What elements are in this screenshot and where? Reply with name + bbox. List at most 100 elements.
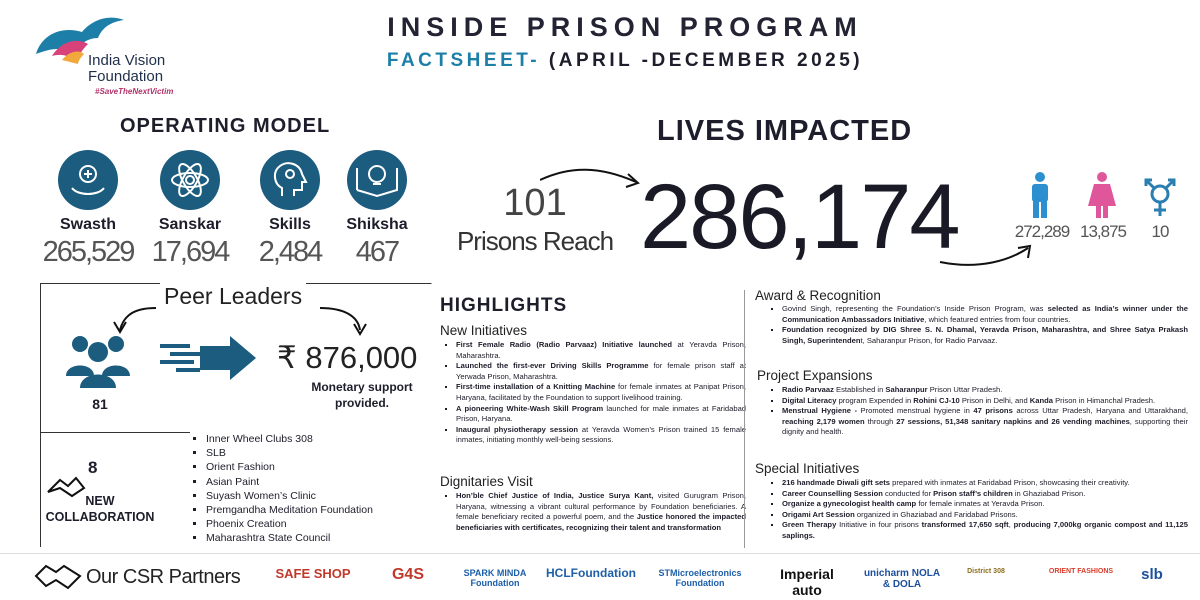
amount: ₹ 876,000 xyxy=(277,340,417,376)
partner-logo: slb xyxy=(1141,566,1163,583)
prisons-label: Prisons Reach xyxy=(456,226,614,256)
partner-logo: District 308 xyxy=(967,568,1005,575)
operating-value: 265,529 xyxy=(42,236,136,268)
section-heading: LIVES IMPACTED xyxy=(657,115,913,147)
bullet: Foundation recognized by DIG Shree S. N.… xyxy=(782,325,1188,346)
bullet-text: Radio Parvaaz xyxy=(782,385,834,394)
lives-total: 286,174 xyxy=(640,166,961,268)
bullet-text: Prison in Delhi, and xyxy=(959,395,1030,405)
subtitle-rest: (APRIL -DECEMBER 2025) xyxy=(548,50,864,71)
org-tagline: #SaveTheNextVictim xyxy=(95,87,174,96)
operating-value: 467 xyxy=(355,236,400,268)
bullet-text: selected as India’s winner under the Com… xyxy=(782,304,1188,324)
list-item: Orient Fashion xyxy=(206,460,373,474)
bullet-text: Rohini CJ-10 xyxy=(913,395,960,405)
partner-logo: STMicroelectronics Foundation xyxy=(658,568,742,588)
bullet-text: 47 prisons xyxy=(973,406,1013,416)
bullet-text: conducted for xyxy=(882,488,934,498)
handshake-icon xyxy=(34,564,82,590)
section-heading: OPERATING MODEL xyxy=(120,115,331,137)
bullet: Digital Literacy program Expended in Roh… xyxy=(782,396,1188,407)
footer-heading: Our CSR Partners xyxy=(86,566,241,588)
subtitle: FACTSHEET- (APRIL -DECEMBER 2025) xyxy=(300,50,950,72)
subsection-heading: Award & Recognition xyxy=(755,288,881,303)
bullet: Organize a gynecologist health camp for … xyxy=(782,499,1188,510)
operating-label: Swasth xyxy=(59,216,116,233)
bullet-text: , supporting their dignity and health. xyxy=(782,416,1188,437)
bullet-text: reaching 2,179 women xyxy=(782,416,865,426)
partner-logo: G4S xyxy=(391,566,424,583)
subtitle-lead: FACTSHEET- xyxy=(386,50,541,71)
subsection-heading: New Initiatives xyxy=(440,323,528,338)
bullet-text: Justice honored the impacted beneficiari… xyxy=(456,512,746,532)
operating-item: Sanskar 17,694 xyxy=(140,216,240,269)
footer-rule xyxy=(0,553,1200,554)
bullet-text: Hon’ble Chief Justice of India, Justice … xyxy=(456,491,654,500)
partner-logo: SAFE SHOP xyxy=(275,566,351,581)
operating-item: Shiksha 467 xyxy=(327,216,427,269)
bullet-text: t, Saharanpur Prison, for Radio Parvaaz. xyxy=(860,335,998,345)
bullet-list: Radio Parvaaz Established in Saharanpur … xyxy=(768,385,1188,438)
bullet-text: Initiative in four prisons xyxy=(836,520,922,530)
section-heading: HIGHLIGHTS xyxy=(440,295,568,316)
bullet-text: Promoted menstrual hygiene in xyxy=(856,406,974,416)
bullet-text: First Female Radio (Radio Parvaaz) Initi… xyxy=(456,340,672,349)
bullet-text: First-time installation of a Knitting Ma… xyxy=(456,382,616,392)
bullet: First Female Radio (Radio Parvaaz) Initi… xyxy=(456,340,746,361)
bullet-text: Career Counselling Session xyxy=(782,488,883,498)
subsection-heading: Project Expansions xyxy=(757,368,873,383)
bullet-text: Launched the first-ever Driving Skills P… xyxy=(456,361,649,371)
partner-logo: SPARK MINDA Foundation xyxy=(463,568,527,588)
bullet-text: Menstrual Hygiene - xyxy=(782,406,857,416)
bullet-list: 216 handmade Diwali gift sets prepared w… xyxy=(768,478,1188,542)
bullet: 216 handmade Diwali gift sets prepared w… xyxy=(782,478,1188,489)
bullet-text: transformed 17,650 sqft xyxy=(921,520,1009,530)
collab-label: NEW COLLABORATION xyxy=(30,493,170,525)
operating-item: Skills 2,484 xyxy=(240,216,340,269)
transgender-count: 10 xyxy=(1151,222,1170,241)
bullet-text: , which featured entries from four count… xyxy=(924,314,1071,324)
bullet: Radio Parvaaz Established in Saharanpur … xyxy=(782,385,1188,396)
operating-label: Shiksha xyxy=(346,216,408,233)
bullet-text: Established in xyxy=(833,385,886,394)
list-item: Inner Wheel Clubs 308 xyxy=(206,432,373,446)
bullet-text: Inaugural physiotherapy session xyxy=(456,424,579,434)
bullet: Govind Singh, representing the Foundatio… xyxy=(782,304,1188,325)
bullet-text: Prison in Himanchal Pradesh. xyxy=(1053,395,1156,405)
bullet-text: A pioneering White-Wash Skill Program xyxy=(456,403,604,413)
list-item: Suyash Women’s Clinic xyxy=(206,489,373,503)
bullet-text: visited Gurugram Prison, Haryana, witnes… xyxy=(456,491,747,522)
collab-count: 8 xyxy=(88,458,98,477)
divider xyxy=(744,290,745,548)
peer-count: 81 xyxy=(92,396,108,412)
bullet-text: Govind Singh, representing the Foundatio… xyxy=(782,304,1048,313)
bullet-list: First Female Radio (Radio Parvaaz) Initi… xyxy=(442,340,746,446)
arrows xyxy=(540,168,1032,266)
gender-icons xyxy=(1032,172,1176,218)
bullet: Origami Art Session organized in Ghaziab… xyxy=(782,510,1188,521)
prisons-value: 101 xyxy=(503,182,567,224)
bullet: Hon’ble Chief Justice of India, Justice … xyxy=(456,491,746,533)
operating-icons xyxy=(58,150,407,210)
partner-logo: ORIENT FASHIONS xyxy=(1048,568,1114,575)
bullet-text: Foundation recognized by DIG Shree S. N.… xyxy=(782,325,1188,345)
bullet: Inaugural physiotherapy session at Yerav… xyxy=(456,425,746,446)
partner-logo: Imperial auto xyxy=(780,566,834,598)
bullet-text: Kanda xyxy=(1029,395,1053,405)
list-item: Premgandha Meditation Foundation xyxy=(206,503,373,517)
bullet-list: Govind Singh, representing the Foundatio… xyxy=(768,304,1188,346)
list-item: Maharashtra State Council xyxy=(206,531,373,545)
bullet-text: Origami Art Session xyxy=(782,509,855,519)
subsection-heading: Dignitaries Visit xyxy=(440,474,533,489)
bullet: First-time installation of a Knitting Ma… xyxy=(456,382,746,403)
bullet-text: for female inmates at Yeravda Prison. xyxy=(916,499,1045,509)
operating-item: Swasth 265,529 xyxy=(38,216,138,269)
bullet-text: at Yeravda Women’s Prison trained 15 fem… xyxy=(456,424,746,445)
bullet-text: Prison Uttar Pradesh. xyxy=(927,385,1003,394)
bullet-text: across Uttar Pradesh, Haryana and Uttara… xyxy=(1012,406,1189,416)
collab-list: Inner Wheel Clubs 308SLBOrient FashionAs… xyxy=(192,432,373,546)
subsection-heading: Special Initiatives xyxy=(755,461,860,476)
bullet-text: for female inmates at Panipat Prison, Ha… xyxy=(456,382,747,402)
bullet-text: for female prison staff at Yerwada Priso… xyxy=(456,361,746,381)
